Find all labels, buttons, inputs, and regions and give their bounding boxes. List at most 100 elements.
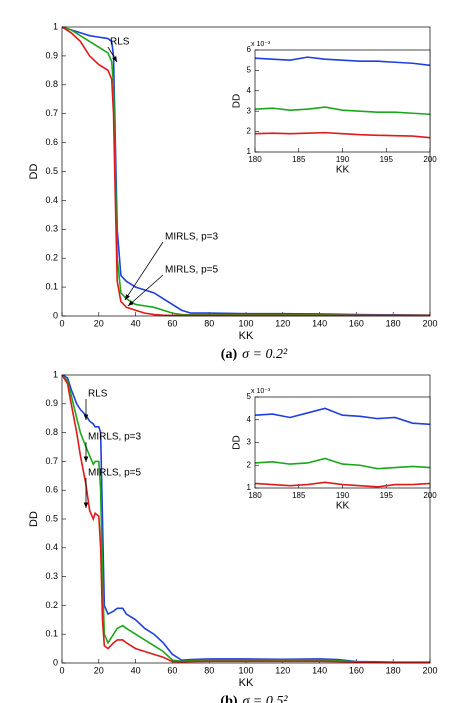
caption-text: σ = 0.5² xyxy=(243,694,289,703)
y-multiplier: x 10⁻³ xyxy=(251,41,271,48)
y-tick-label: 0.2 xyxy=(45,253,58,263)
y-axis-label: DD xyxy=(232,435,243,449)
plot-area xyxy=(255,397,430,488)
y-tick-label: 0.1 xyxy=(45,281,58,291)
y-tick-label: 0.9 xyxy=(45,398,58,408)
x-tick-label: 195 xyxy=(380,491,394,500)
x-tick-label: 185 xyxy=(292,155,306,164)
x-tick-label: 190 xyxy=(336,155,350,164)
y-tick-label: 1 xyxy=(247,147,252,156)
axes-frame xyxy=(254,396,431,489)
x-tick-label: 120 xyxy=(275,318,290,328)
y-tick-label: 1 xyxy=(247,483,252,492)
series-line xyxy=(254,106,431,116)
series-line xyxy=(61,374,430,664)
series-line xyxy=(61,26,430,317)
arrow-head xyxy=(112,56,117,62)
x-tick-label: 200 xyxy=(423,155,437,164)
y-axis-label: DD xyxy=(232,94,243,108)
x-tick-label: 185 xyxy=(292,491,306,500)
x-axis-label: KK xyxy=(336,165,350,176)
y-tick-label: 0.8 xyxy=(45,79,58,89)
y-tick-label: 6 xyxy=(247,45,252,54)
y-tick-label: 0.5 xyxy=(45,513,58,523)
x-tick-label: 200 xyxy=(422,318,437,328)
x-tick-label: 160 xyxy=(349,665,364,675)
arrow-head xyxy=(125,294,130,300)
x-tick-label: 20 xyxy=(94,318,104,328)
x-axis-label: KK xyxy=(239,330,254,342)
y-tick-label: 0.9 xyxy=(45,50,58,60)
y-tick-label: 0.8 xyxy=(45,427,58,437)
annotation: MIRLS, p=5 xyxy=(88,468,142,479)
series-line xyxy=(254,131,431,139)
x-tick-label: 180 xyxy=(386,665,401,675)
caption-label: (b) xyxy=(220,694,237,703)
arrow-head xyxy=(128,300,134,306)
x-tick-label: 100 xyxy=(238,665,253,675)
series-line xyxy=(254,407,431,426)
y-tick-label: 0 xyxy=(53,657,58,667)
series-line xyxy=(254,56,431,67)
y-tick-label: 0.5 xyxy=(45,166,58,176)
x-axis-label: KK xyxy=(336,501,350,512)
x-tick-label: 60 xyxy=(167,318,177,328)
y-tick-label: 0.7 xyxy=(45,456,58,466)
y-tick-label: 3 xyxy=(247,106,252,115)
series-line xyxy=(61,374,430,664)
annotation: RLS xyxy=(110,37,130,48)
x-tick-label: 180 xyxy=(386,318,401,328)
x-tick-label: 0 xyxy=(59,665,64,675)
x-tick-label: 0 xyxy=(59,318,64,328)
annotation: RLS xyxy=(88,389,108,400)
x-tick-label: 80 xyxy=(204,318,214,328)
x-tick-label: 140 xyxy=(312,318,327,328)
x-tick-label: 60 xyxy=(167,665,177,675)
x-tick-label: 80 xyxy=(204,665,214,675)
axes-frame xyxy=(254,49,431,153)
y-tick-label: 1 xyxy=(53,21,58,31)
arrow-head xyxy=(83,502,89,508)
y-axis-label: DD xyxy=(28,511,40,527)
caption: (b) σ = 0.5² xyxy=(220,694,288,703)
x-tick-label: 180 xyxy=(248,155,262,164)
annotation-arrow xyxy=(124,241,164,301)
plot-area xyxy=(255,50,430,152)
y-tick-label: 0.3 xyxy=(45,571,58,581)
x-tick-label: 195 xyxy=(380,155,394,164)
caption-label: (a) xyxy=(221,347,238,362)
x-tick-label: 100 xyxy=(238,318,253,328)
annotation: MIRLS, p=5 xyxy=(165,265,219,276)
arrow-head xyxy=(83,414,89,420)
y-tick-label: 2 xyxy=(247,460,252,469)
annotation: MIRLS, p=3 xyxy=(165,232,219,243)
axes-frame xyxy=(61,374,431,664)
y-tick-label: 4 xyxy=(247,86,252,95)
x-tick-label: 160 xyxy=(349,318,364,328)
x-tick-label: 40 xyxy=(131,318,141,328)
x-tick-label: 120 xyxy=(275,665,290,675)
y-tick-label: 5 xyxy=(247,66,252,75)
x-tick-label: 20 xyxy=(94,665,104,675)
y-tick-label: 3 xyxy=(247,438,252,447)
y-axis-label: DD xyxy=(28,164,40,180)
arrow-head xyxy=(83,456,89,462)
x-tick-label: 200 xyxy=(422,665,437,675)
x-tick-label: 140 xyxy=(312,665,327,675)
x-axis-label: KK xyxy=(239,677,254,689)
y-tick-label: 0.3 xyxy=(45,224,58,234)
y-tick-label: 5 xyxy=(247,392,252,401)
axes-frame xyxy=(61,26,431,317)
caption: (a) σ = 0.2² xyxy=(221,347,288,362)
y-tick-label: 2 xyxy=(247,127,252,136)
y-multiplier: x 10⁻³ xyxy=(251,388,271,395)
annotation-arrow xyxy=(127,274,164,307)
annotation: MIRLS, p=3 xyxy=(88,432,142,443)
y-tick-label: 0 xyxy=(53,310,58,320)
series-line xyxy=(61,26,431,316)
x-tick-label: 190 xyxy=(336,491,350,500)
y-tick-label: 1 xyxy=(53,369,58,379)
y-tick-label: 0.2 xyxy=(45,600,58,610)
y-tick-label: 0.6 xyxy=(45,137,58,147)
